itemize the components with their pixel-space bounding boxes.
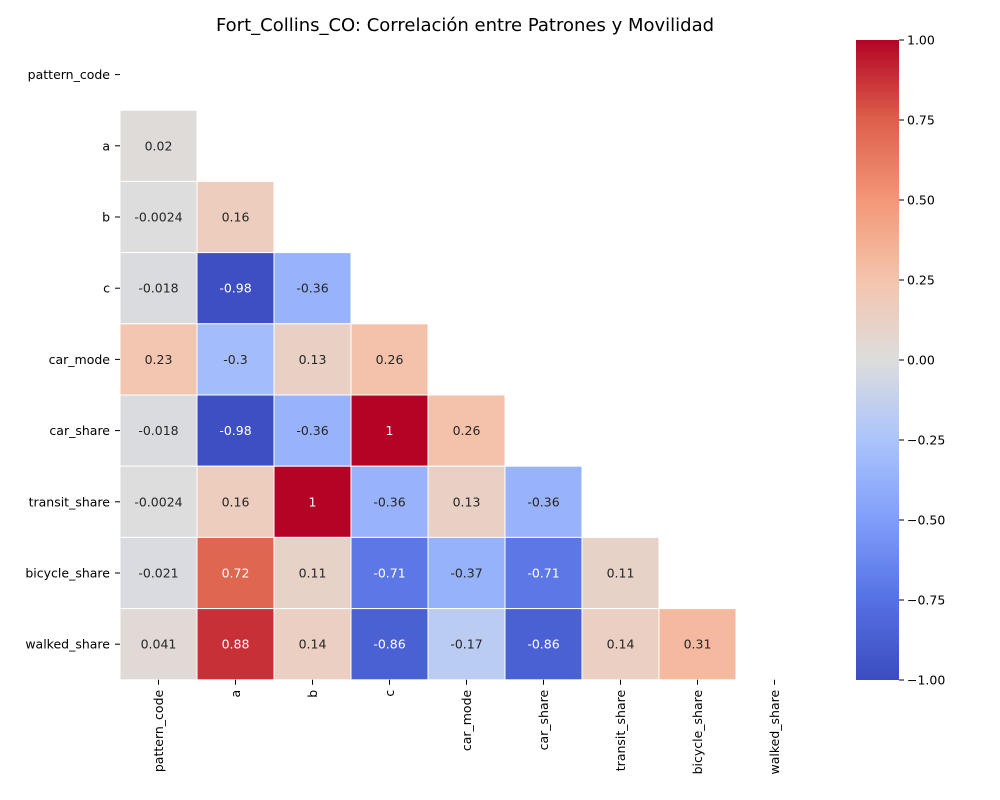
heatmap-cell-transit_share-c — [350, 465, 429, 538]
heatmap-cell-car_share-b — [273, 394, 352, 467]
chart-title: Fort_Collins_CO: Correlación entre Patro… — [216, 15, 714, 36]
heatmap-cell-car_share-c — [350, 394, 429, 467]
cell-annotation-car_mode-pattern_code: 0.23 — [145, 352, 173, 367]
colorbar-tick-label: −0.50 — [907, 513, 945, 528]
heatmap-annotations: 0.02 -0.0024 0.16 -0.018 -0.98 -0.36 0.23 -0.3 0… — [134, 138, 711, 651]
cell-annotation-car_mode-a: -0.3 — [223, 352, 247, 367]
heatmap-cell-car_mode-c — [350, 323, 429, 396]
x-tick-label-c: c — [382, 690, 397, 697]
x-axis-labels: pattern_code a b c car_mode car_share transit_… — [151, 679, 782, 775]
heatmap-cells — [119, 109, 737, 681]
y-tick-label-car_share: car_share — [49, 423, 110, 438]
x-tick-label-b: b — [305, 690, 320, 698]
colorbar-tick-label: 0.25 — [907, 273, 935, 288]
cell-annotation-walked_share-c: -0.86 — [373, 637, 405, 652]
cell-annotation-bicycle_share-pattern_code: -0.021 — [138, 566, 178, 581]
heatmap-cell-c-pattern_code — [119, 252, 198, 325]
heatmap-cell-bicycle_share-car_share — [504, 536, 583, 610]
cell-annotation-transit_share-pattern_code: -0.0024 — [134, 494, 182, 509]
cell-annotation-bicycle_share-b: 0.11 — [299, 566, 327, 581]
cell-annotation-car_share-b: -0.36 — [296, 423, 328, 438]
cell-annotation-transit_share-car_mode: 0.13 — [453, 494, 481, 509]
x-tick-label-walked_share: walked_share — [767, 690, 782, 775]
cell-annotation-car_share-a: -0.98 — [219, 423, 251, 438]
cell-annotation-walked_share-b: 0.14 — [299, 637, 327, 652]
cell-annotation-car_share-pattern_code: -0.018 — [138, 423, 178, 438]
y-tick-label-transit_share: transit_share — [29, 494, 111, 509]
y-tick-label-b: b — [102, 210, 110, 225]
heatmap-cell-walked_share-transit_share — [581, 608, 660, 681]
heatmap-cell-c-a — [196, 252, 275, 325]
colorbar: 1.00 0.75 0.50 0.25 0.00 −0.25 −0.50 −0.75 −1.00 — [856, 33, 945, 688]
heatmap-cell-c-b — [273, 252, 352, 325]
colorbar-tick-label: −0.25 — [907, 433, 945, 448]
x-tick-label-transit_share: transit_share — [613, 690, 628, 772]
cell-annotation-walked_share-car_mode: -0.17 — [450, 637, 482, 652]
heatmap-cell-walked_share-pattern_code — [119, 608, 198, 681]
cell-annotation-walked_share-pattern_code: 0.041 — [141, 637, 177, 652]
cell-annotation-b-a: 0.16 — [222, 210, 250, 225]
heatmap-cell-transit_share-car_mode — [427, 465, 506, 538]
y-tick-label-c: c — [103, 281, 110, 296]
colorbar-tick-label: −1.00 — [907, 673, 945, 688]
heatmap-cell-bicycle_share-a — [196, 536, 275, 610]
cell-annotation-bicycle_share-a: 0.72 — [222, 566, 250, 581]
cell-annotation-bicycle_share-transit_share: 0.11 — [607, 566, 635, 581]
cell-annotation-c-pattern_code: -0.018 — [138, 281, 178, 296]
cell-annotation-car_mode-c: 0.26 — [376, 352, 404, 367]
cell-annotation-transit_share-c: -0.36 — [373, 494, 405, 509]
colorbar-tick-label: 0.75 — [907, 113, 935, 128]
cell-annotation-car_share-c: 1 — [386, 423, 394, 438]
heatmap-cell-bicycle_share-c — [350, 536, 429, 610]
heatmap-cell-car_share-a — [196, 394, 275, 467]
colorbar-tick-label: 0.00 — [907, 353, 935, 368]
cell-annotation-transit_share-a: 0.16 — [222, 494, 250, 509]
cell-annotation-bicycle_share-car_share: -0.71 — [527, 566, 559, 581]
cell-annotation-walked_share-bicycle_share: 0.31 — [684, 637, 712, 652]
cell-annotation-bicycle_share-car_mode: -0.37 — [450, 566, 482, 581]
heatmap-cell-transit_share-car_share — [504, 465, 583, 538]
x-tick-label-bicycle_share: bicycle_share — [690, 690, 705, 775]
y-tick-label-a: a — [102, 138, 110, 153]
x-tick-label-pattern_code: pattern_code — [151, 689, 166, 772]
heatmap-cell-bicycle_share-pattern_code — [119, 536, 198, 610]
cell-annotation-c-a: -0.98 — [219, 281, 251, 296]
colorbar-tick-label: −0.75 — [907, 593, 945, 608]
heatmap-cell-transit_share-a — [196, 465, 275, 538]
cell-annotation-a-pattern_code: 0.02 — [145, 138, 173, 153]
heatmap-cell-b-pattern_code — [119, 180, 198, 254]
heatmap-cell-walked_share-b — [273, 608, 352, 681]
heatmap-cell-a-pattern_code — [119, 109, 198, 182]
cell-annotation-car_share-car_mode: 0.26 — [453, 423, 481, 438]
heatmap-cell-bicycle_share-transit_share — [581, 536, 660, 610]
cell-annotation-walked_share-car_share: -0.86 — [527, 637, 559, 652]
heatmap-cell-b-a — [196, 180, 275, 254]
colorbar-tick-label: 1.00 — [907, 33, 935, 48]
cell-annotation-c-b: -0.36 — [296, 281, 328, 296]
colorbar-tick-label: 0.50 — [907, 193, 935, 208]
heatmap-cell-car_share-car_mode — [427, 394, 506, 467]
cell-annotation-b-pattern_code: -0.0024 — [134, 210, 182, 225]
y-tick-label-bicycle_share: bicycle_share — [25, 566, 110, 581]
cell-annotation-car_mode-b: 0.13 — [299, 352, 327, 367]
cell-annotation-transit_share-b: 1 — [309, 494, 317, 509]
x-tick-label-car_share: car_share — [536, 689, 551, 750]
y-tick-label-pattern_code: pattern_code — [28, 67, 111, 82]
cell-annotation-walked_share-a: 0.88 — [222, 637, 250, 652]
y-tick-label-walked_share: walked_share — [25, 637, 110, 652]
colorbar-gradient — [856, 40, 899, 680]
y-tick-label-car_mode: car_mode — [49, 352, 111, 367]
x-tick-label-car_mode: car_mode — [459, 689, 474, 751]
cell-annotation-walked_share-transit_share: 0.14 — [607, 637, 635, 652]
heatmap-cell-transit_share-b — [273, 465, 352, 538]
cell-annotation-bicycle_share-c: -0.71 — [373, 566, 405, 581]
x-tick-label-a: a — [228, 690, 243, 698]
heatmap-cell-car_mode-a — [196, 323, 275, 396]
cell-annotation-transit_share-car_share: -0.36 — [527, 494, 559, 509]
heatmap-cell-walked_share-bicycle_share — [658, 608, 737, 681]
